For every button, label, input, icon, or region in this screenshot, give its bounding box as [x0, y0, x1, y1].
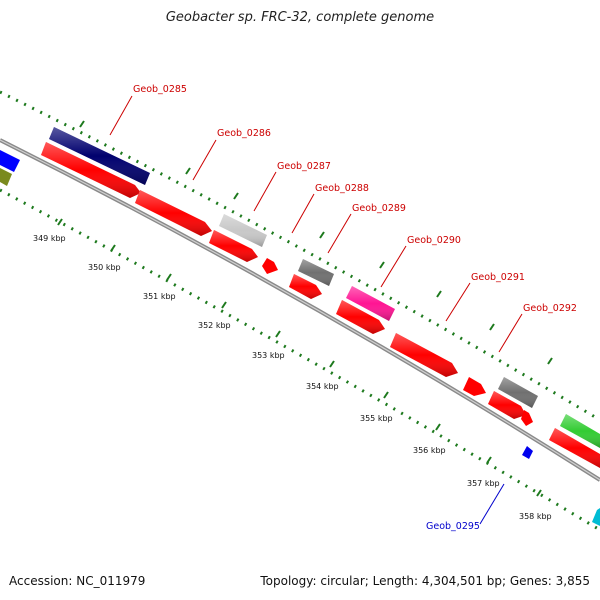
tick-label-351: 351 kbp	[143, 292, 176, 301]
label-leaders	[109, 95, 523, 525]
tick-label-357: 357 kbp	[467, 479, 500, 488]
gene-feature-red-3[interactable]	[209, 230, 258, 262]
backbone-track	[0, 138, 600, 482]
outer-strand-features	[0, 127, 600, 448]
inner-tick-marks	[57, 218, 542, 497]
tick-label-354: 354 kbp	[306, 382, 339, 391]
gene-label-0286: Geob_0286	[217, 128, 271, 139]
gene-feature-red-7[interactable]	[390, 333, 458, 377]
tick-label-349: 349 kbp	[33, 234, 66, 243]
gene-feature-olive-left[interactable]	[0, 168, 12, 186]
gene-label-0287: Geob_0287	[277, 161, 331, 172]
tick-label-355: 355 kbp	[360, 414, 393, 423]
gene-feature-red-2[interactable]	[135, 190, 212, 236]
gene-label-0289: Geob_0289	[352, 203, 406, 214]
gene-label-0285: Geob_0285	[133, 84, 187, 95]
gene-feature-green[interactable]	[560, 414, 600, 448]
map-title: Geobacter sp. FRC-32, complete genome	[165, 10, 435, 25]
gene-feature-darkgray-1[interactable]	[298, 259, 334, 286]
gene-feature-darkgray-2[interactable]	[498, 377, 538, 408]
gene-feature-red-10[interactable]	[521, 410, 533, 426]
tick-label-353: 353 kbp	[252, 351, 285, 360]
gene-feature-red-9[interactable]	[488, 391, 526, 419]
gene-feature-blue-left[interactable]	[0, 150, 20, 172]
gene-label-0292: Geob_0292	[523, 303, 577, 314]
tick-label-358: 358 kbp	[519, 512, 552, 521]
gene-label-0288: Geob_0288	[315, 183, 369, 194]
gene-feature-red-5[interactable]	[289, 274, 322, 299]
gene-label-0290: Geob_0290	[407, 235, 461, 246]
outer-dotted-track	[0, 90, 600, 422]
tick-label-350: 350 kbp	[88, 263, 121, 272]
gene-feature-red-6[interactable]	[336, 300, 385, 334]
tick-label-352: 352 kbp	[198, 321, 231, 330]
gene-feature-red-8[interactable]	[463, 377, 486, 396]
tick-label-356: 356 kbp	[413, 446, 446, 455]
inner-strand-features	[0, 142, 600, 526]
gene-feature-navy[interactable]	[49, 127, 150, 185]
gene-feature-magenta[interactable]	[346, 286, 395, 321]
genome-summary-text: Topology: circular; Length: 4,304,501 bp…	[260, 574, 590, 588]
outer-tick-marks	[79, 120, 553, 365]
gene-label-0291: Geob_0291	[471, 272, 525, 283]
accession-text: Accession: NC_011979	[9, 574, 146, 588]
backbone-highlight	[0, 139, 600, 481]
gene-feature-lightgray[interactable]	[219, 214, 267, 247]
inner-dotted-track	[0, 188, 600, 532]
gene-label-0295: Geob_0295	[426, 521, 480, 532]
gene-feature-red-1[interactable]	[41, 142, 141, 198]
kbp-labels: 349 kbp 350 kbp 351 kbp 352 kbp 353 kbp …	[33, 234, 552, 521]
gene-labels: Geob_0285 Geob_0286 Geob_0287 Geob_0288 …	[133, 84, 577, 532]
gene-feature-blue-small[interactable]	[522, 446, 533, 459]
gene-feature-red-4[interactable]	[262, 258, 278, 274]
gene-feature-cyan[interactable]	[592, 508, 600, 526]
gene-feature-red-11[interactable]	[549, 428, 600, 468]
